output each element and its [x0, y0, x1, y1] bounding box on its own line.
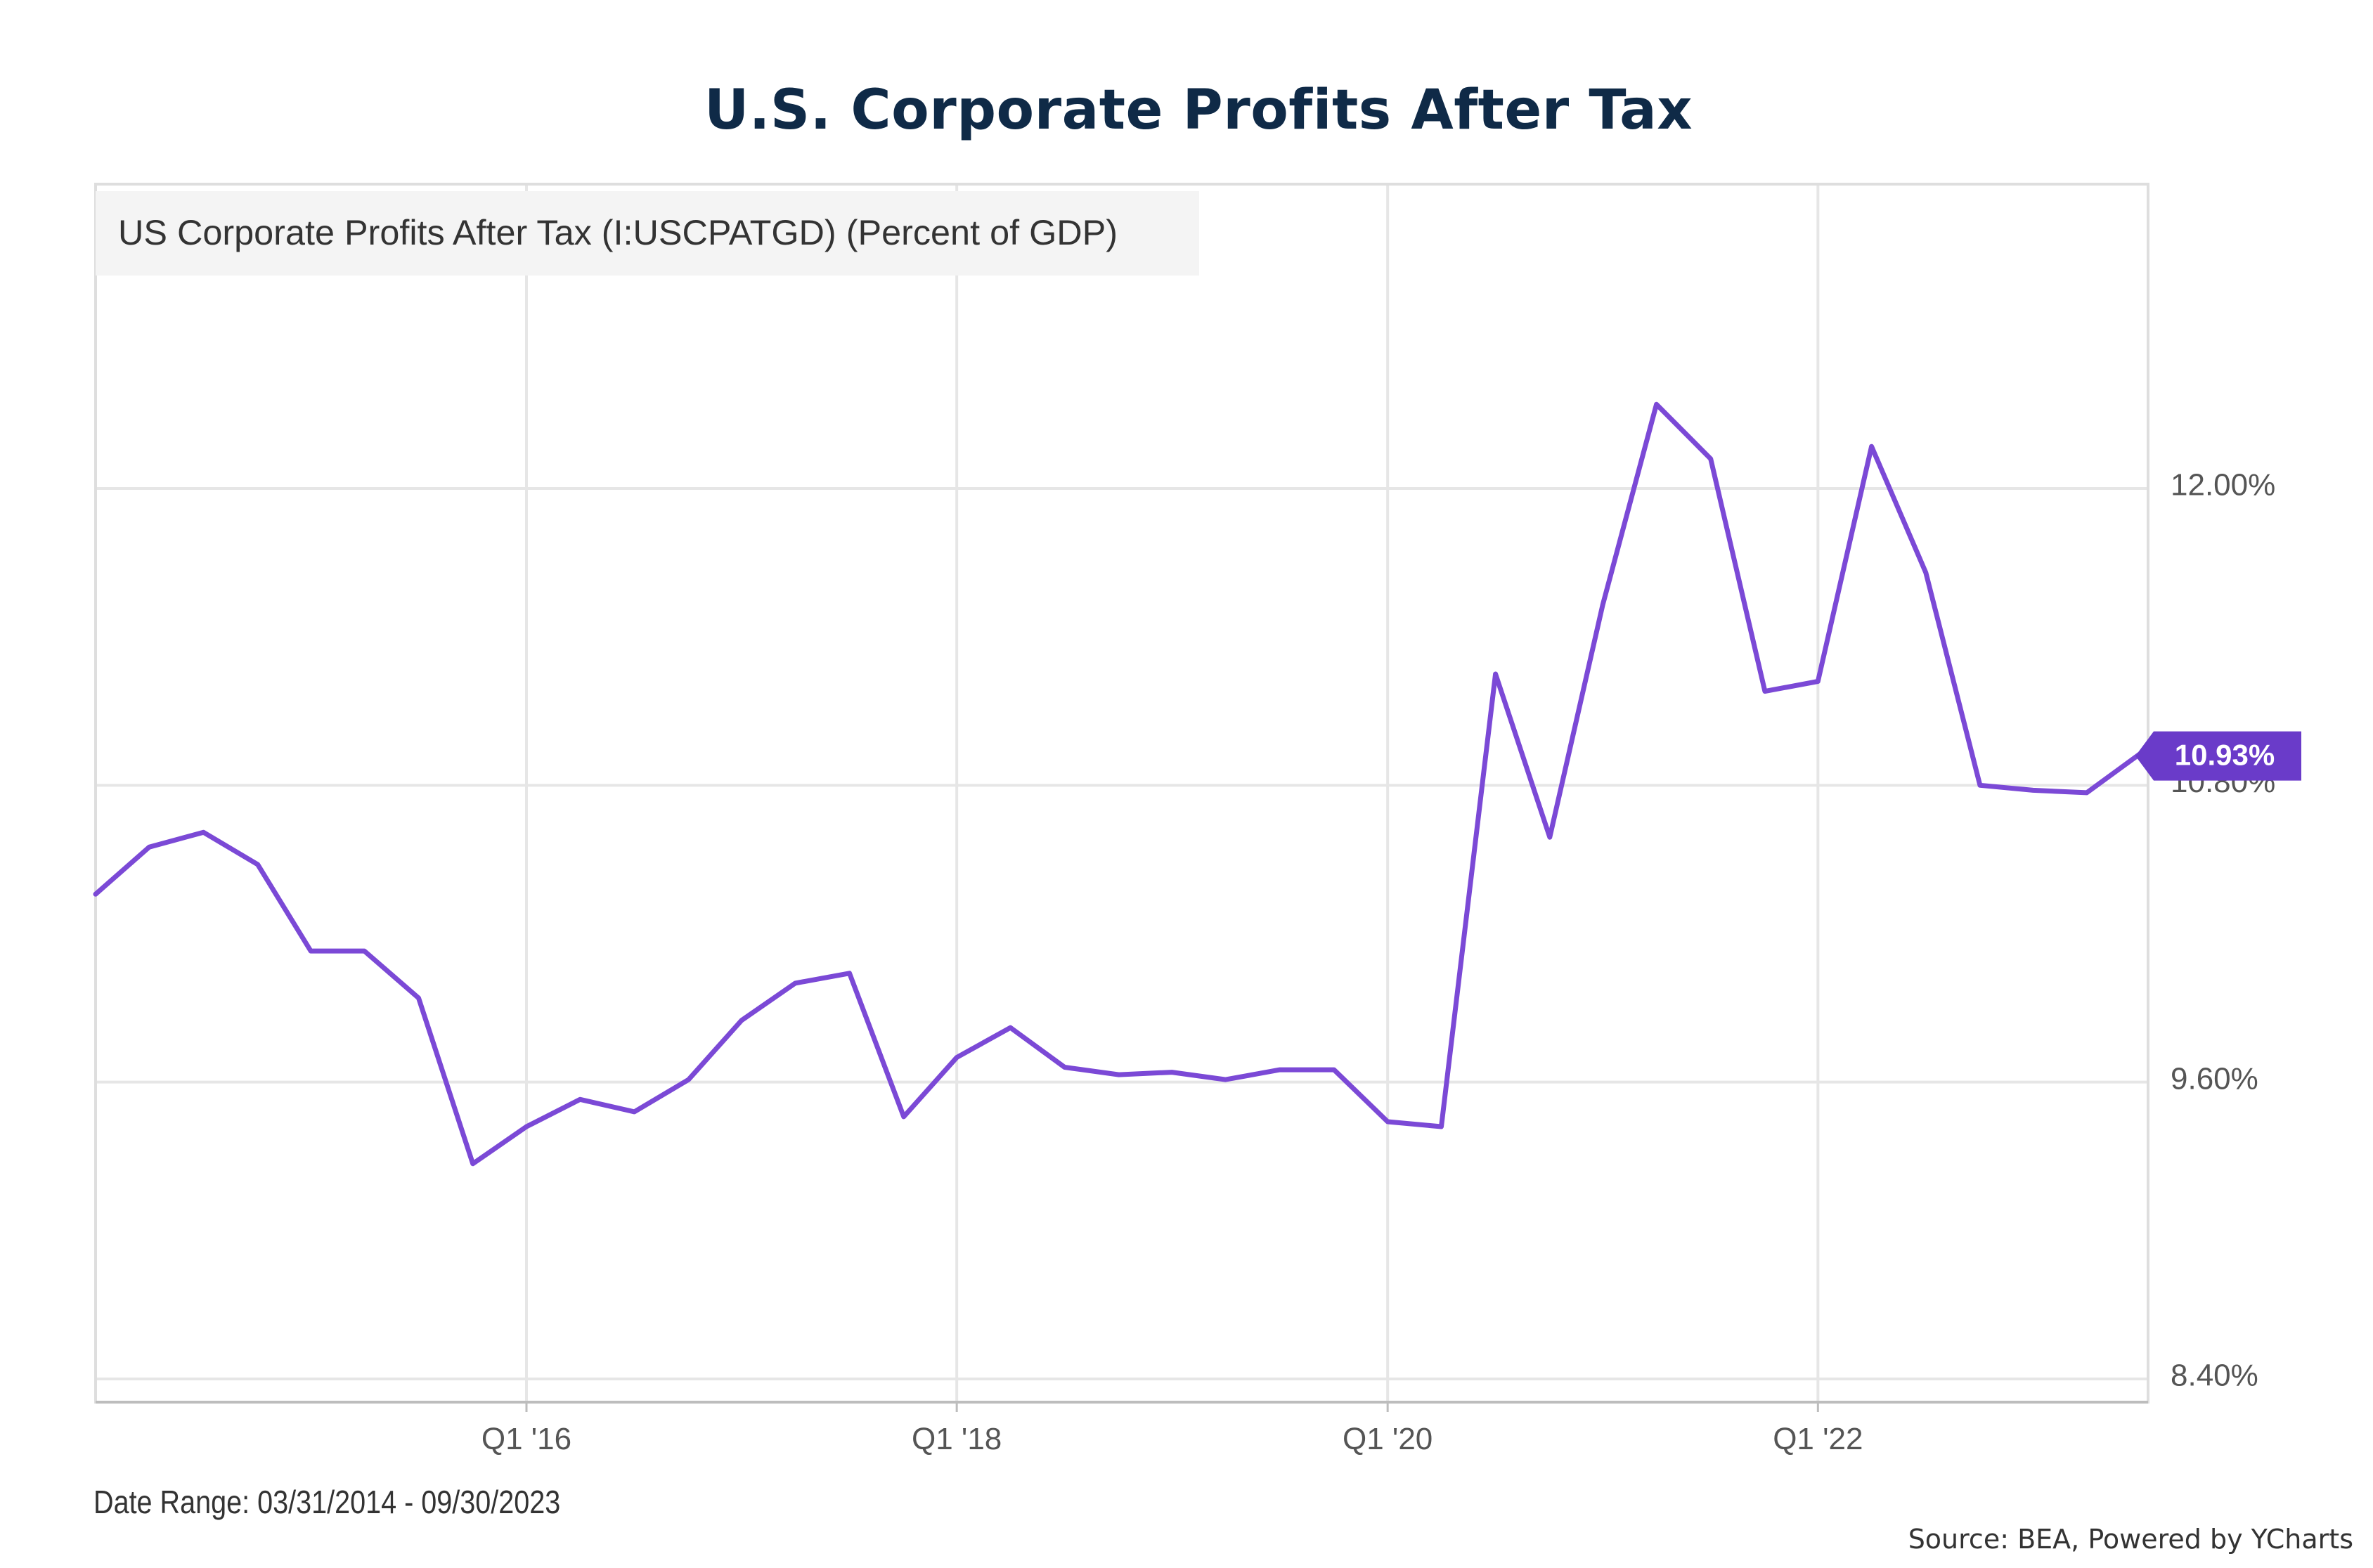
chart-title: US Corporate Profits After Tax (I:USCPAT…	[118, 213, 1118, 252]
last-value-badge-shape	[2135, 731, 2301, 781]
y-axis-ticks: 12.00%10.80%9.60%8.40%	[2171, 468, 2275, 1393]
date-range-label: Date Range: 03/31/2014 - 09/30/2023	[93, 1484, 561, 1520]
x-tick-label: Q1 '20	[1343, 1422, 1433, 1456]
chart-gridlines	[96, 184, 2148, 1412]
x-tick-label: Q1 '16	[481, 1422, 571, 1456]
last-value-badge: 10.93%	[2135, 731, 2301, 781]
x-tick-label: Q1 '22	[1773, 1422, 1863, 1456]
source-note: Source: BEA, Powered by YCharts	[1908, 1524, 2353, 1555]
series-line	[93, 401, 2144, 1167]
x-tick-label: Q1 '18	[912, 1422, 1002, 1456]
y-tick-label: 8.40%	[2171, 1359, 2258, 1393]
page-title: U.S. Corporate Profits After Tax	[704, 79, 1693, 142]
chart-title-background	[96, 191, 1199, 276]
y-tick-label: 12.00%	[2171, 468, 2275, 503]
chart-frame	[94, 183, 2149, 1404]
last-value-label: 10.93%	[2175, 739, 2275, 772]
plot-border	[94, 183, 2149, 1404]
y-tick-label: 9.60%	[2171, 1061, 2258, 1096]
x-axis-ticks: Q1 '16 Q1 '18 Q1 '20 Q1 '22	[481, 1422, 1863, 1456]
